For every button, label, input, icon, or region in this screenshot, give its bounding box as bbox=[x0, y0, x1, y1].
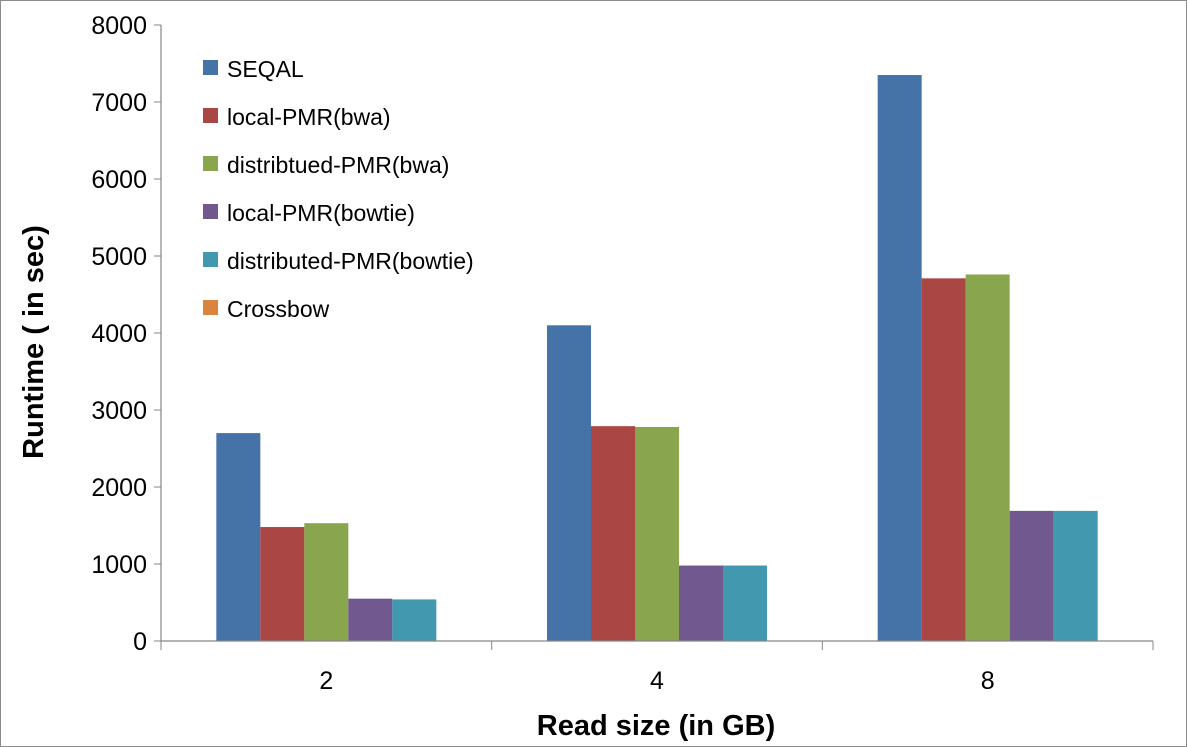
bar bbox=[392, 599, 437, 641]
bars bbox=[216, 75, 1098, 642]
legend: SEQAL local-PMR(bwa) distribtued-PMR(bwa) l… bbox=[203, 56, 474, 322]
legend-swatch bbox=[203, 300, 218, 315]
x-tick-label: 2 bbox=[319, 667, 333, 695]
x-tick-label: 8 bbox=[981, 667, 995, 695]
x-axis-title: Read size (in GB) bbox=[537, 710, 776, 742]
y-tick-label: 0 bbox=[133, 628, 147, 656]
bar bbox=[591, 426, 635, 641]
bar bbox=[348, 598, 393, 641]
legend-label: local-PMR(bowtie) bbox=[227, 200, 415, 226]
legend-swatch bbox=[203, 252, 218, 267]
bar bbox=[921, 278, 966, 641]
bar bbox=[723, 565, 767, 641]
legend-swatch bbox=[203, 204, 218, 219]
y-tick-label: 7000 bbox=[91, 89, 147, 117]
bar bbox=[965, 274, 1010, 641]
bar bbox=[547, 325, 591, 641]
y-tick-label: 6000 bbox=[91, 166, 147, 194]
y-tick-label: 2000 bbox=[91, 474, 147, 502]
y-tick-label: 1000 bbox=[91, 551, 147, 579]
y-axis-title: Runtime ( in sec) bbox=[18, 225, 50, 459]
legend-swatch bbox=[203, 156, 218, 171]
legend-label: distributed-PMR(bowtie) bbox=[227, 248, 474, 274]
legend-label: Crossbow bbox=[227, 296, 330, 322]
bar bbox=[877, 75, 922, 642]
y-tick-label: 8000 bbox=[91, 12, 147, 40]
bar bbox=[679, 565, 723, 641]
x-axis-ticks: 2 4 8 bbox=[160, 641, 1154, 695]
legend-swatch bbox=[203, 60, 218, 75]
bar bbox=[635, 426, 679, 641]
legend-label: distribtued-PMR(bwa) bbox=[227, 152, 449, 178]
legend-label: SEQAL bbox=[227, 56, 304, 82]
axes bbox=[160, 25, 1153, 642]
bar bbox=[1053, 510, 1098, 641]
bar bbox=[304, 523, 349, 641]
x-tick-label: 4 bbox=[650, 667, 664, 695]
y-axis-ticks: 0 1000 2000 3000 4000 5000 6000 7000 8000 bbox=[91, 12, 161, 656]
y-tick-label: 5000 bbox=[91, 243, 147, 271]
legend-swatch bbox=[203, 108, 218, 123]
y-tick-label: 3000 bbox=[91, 397, 147, 425]
bar bbox=[1009, 510, 1054, 641]
y-tick-label: 4000 bbox=[91, 320, 147, 348]
legend-label: local-PMR(bwa) bbox=[227, 104, 391, 130]
bar bbox=[216, 433, 261, 641]
bar bbox=[260, 527, 305, 641]
